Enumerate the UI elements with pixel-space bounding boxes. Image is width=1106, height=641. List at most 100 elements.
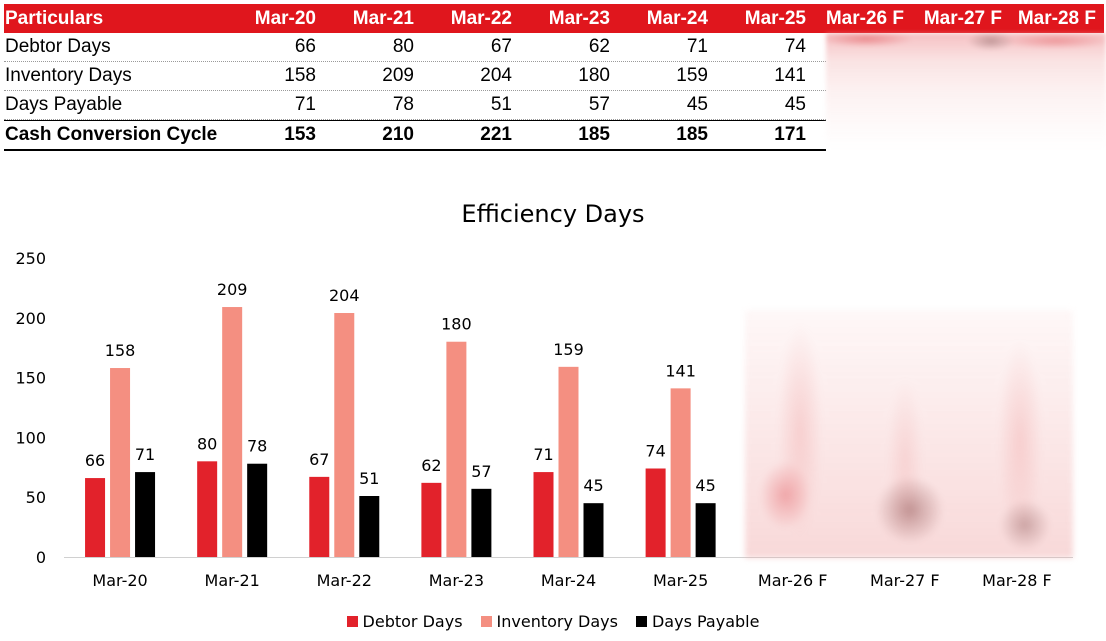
table-header-col: Mar-22	[450, 7, 512, 29]
data-label: 180	[441, 315, 472, 334]
table-header-col: Mar-24	[646, 7, 708, 29]
legend-item-inventory-days: Inventory Days	[480, 612, 618, 631]
data-label: 57	[471, 462, 491, 481]
legend-label: Debtor Days	[362, 612, 463, 631]
bar-inventory-days	[670, 388, 691, 557]
table-header-col: Mar-21	[352, 7, 414, 29]
bar-inventory-days	[110, 368, 131, 557]
row-label: Cash Conversion Cycle	[5, 124, 218, 145]
data-label: 159	[553, 340, 584, 359]
table-cell: 57	[588, 94, 610, 115]
bar-days-payable	[359, 496, 380, 557]
table-cell: 74	[784, 36, 806, 57]
table-cell: 80	[392, 36, 414, 57]
y-tick-label: 250	[15, 249, 46, 268]
table-header-col: Mar-26 F	[825, 7, 904, 29]
table-cell: 71	[686, 36, 708, 57]
y-tick-label: 200	[15, 309, 46, 328]
table-cell: 71	[294, 94, 316, 115]
bar-inventory-days	[334, 313, 355, 557]
data-label: 158	[105, 341, 136, 360]
legend-swatch-inventory-days	[480, 616, 492, 627]
data-label: 74	[645, 441, 665, 460]
bar-days-payable	[135, 472, 156, 557]
table-cell: 185	[578, 124, 610, 145]
x-tick-label: Mar-23	[429, 571, 484, 590]
table-cell: 45	[686, 94, 708, 115]
x-tick-label: Mar-24	[541, 571, 596, 590]
bar-debtor-days	[309, 476, 330, 557]
row-label: Debtor Days	[5, 36, 111, 57]
legend-swatch-debtor-days	[346, 616, 358, 627]
bar-inventory-days	[558, 366, 579, 557]
efficiency-table: Particulars Mar-20 Mar-21 Mar-22 Mar-23 …	[4, 4, 1104, 151]
table-row-days-payable: Days Payable 71 78 51 57 45 45	[4, 91, 826, 120]
bar-inventory-days	[446, 341, 467, 557]
bar-debtor-days	[85, 478, 106, 557]
data-label: 78	[247, 437, 267, 456]
bar-days-payable	[695, 503, 716, 557]
data-label: 66	[85, 451, 105, 470]
y-tick-label: 50	[26, 488, 46, 507]
legend-swatch-days-payable	[635, 616, 647, 627]
table-cell: 51	[490, 94, 512, 115]
table-cell: 204	[480, 65, 512, 86]
legend-label: Days Payable	[651, 612, 760, 631]
table-cell: 180	[578, 65, 610, 86]
table-cell: 153	[284, 124, 316, 145]
bar-days-payable	[247, 463, 268, 557]
y-tick-label: 150	[15, 369, 46, 388]
table-row-debtor-days: Debtor Days 66 80 67 62 71 74	[4, 33, 826, 62]
x-tick-label: Mar-27 F	[870, 571, 940, 590]
legend-item-debtor-days: Debtor Days	[346, 612, 463, 631]
bar-days-payable	[471, 488, 492, 557]
x-tick-label: Mar-21	[205, 571, 260, 590]
table-header-row: Particulars Mar-20 Mar-21 Mar-22 Mar-23 …	[4, 4, 1104, 33]
table-header-col: Mar-20	[254, 7, 316, 29]
data-label: 204	[329, 286, 360, 305]
blurred-forecast-cells	[826, 33, 1106, 149]
table-header-col: Mar-25	[744, 7, 806, 29]
data-label: 71	[533, 445, 553, 464]
table-header-particulars: Particulars	[5, 7, 104, 29]
bar-debtor-days	[197, 461, 218, 557]
bar-debtor-days	[533, 472, 554, 557]
x-tick-label: Mar-20	[92, 571, 147, 590]
data-label: 80	[197, 434, 217, 453]
table-cell: 210	[382, 124, 414, 145]
bar-debtor-days	[421, 482, 442, 557]
table-cell: 67	[490, 36, 512, 57]
table-cell: 221	[480, 124, 512, 145]
table-cell: 141	[774, 65, 806, 86]
table-header-col: Mar-23	[548, 7, 610, 29]
table-cell: 185	[676, 124, 708, 145]
bar-debtor-days	[645, 468, 666, 557]
table-cell: 171	[774, 124, 806, 145]
blurred-forecast-bars	[745, 310, 1073, 558]
row-label: Inventory Days	[5, 65, 132, 86]
table-row-inventory-days: Inventory Days 158 209 204 180 159 141	[4, 62, 826, 91]
bar-inventory-days	[222, 307, 243, 557]
data-label: 45	[695, 476, 715, 495]
chart-title: Efficiency Days	[461, 200, 645, 228]
data-label: 71	[135, 445, 155, 464]
legend-item-days-payable: Days Payable	[635, 612, 760, 631]
table-row-cash-conversion-cycle: Cash Conversion Cycle 153 210 221 185 18…	[4, 120, 826, 151]
table-cell: 159	[676, 65, 708, 86]
table-cell: 66	[294, 36, 316, 57]
bar-days-payable	[583, 503, 604, 557]
y-tick-label: 100	[15, 428, 46, 447]
table-cell: 209	[382, 65, 414, 86]
table-cell: 158	[284, 65, 316, 86]
x-tick-label: Mar-22	[317, 571, 372, 590]
data-label: 209	[217, 280, 248, 299]
chart-legend: Debtor Days Inventory Days Days Payable	[0, 612, 1106, 631]
row-label: Days Payable	[5, 94, 123, 115]
data-label: 51	[359, 469, 379, 488]
data-label: 141	[665, 361, 696, 380]
table-cell: 45	[784, 94, 806, 115]
table-header-col: Mar-27 F	[923, 7, 1002, 29]
x-tick-label: Mar-25	[653, 571, 708, 590]
y-tick-label: 0	[36, 548, 46, 567]
data-label: 62	[421, 456, 441, 475]
